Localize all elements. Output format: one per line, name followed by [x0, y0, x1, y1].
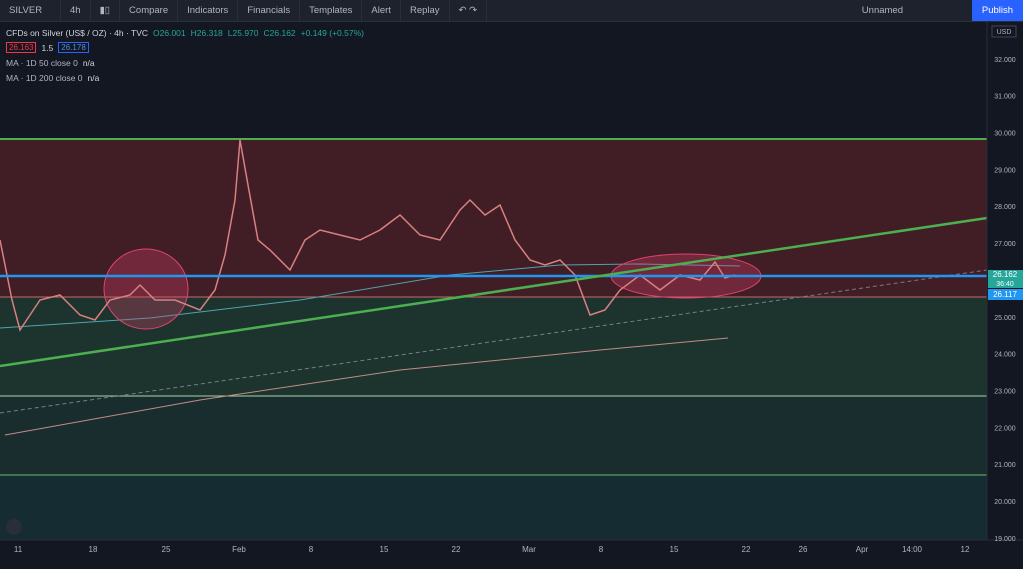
price-label: 22.000 — [994, 425, 1016, 432]
price-label: 20.000 — [994, 499, 1016, 506]
indicator-value: n/a — [87, 72, 100, 83]
price-label: 24.000 — [994, 352, 1016, 359]
price-label: 30.000 — [994, 131, 1016, 138]
support-zone — [0, 297, 987, 396]
toolbar-item[interactable]: Replay — [401, 0, 450, 21]
ohlc: C26.162 — [263, 27, 296, 38]
price-label: 29.000 — [994, 167, 1016, 174]
toolbar-item[interactable]: Alert — [362, 0, 401, 21]
symbol-title: CFDs on Silver (US$ / OZ) · 4h · TVC — [6, 27, 149, 38]
line-price: 26.117 — [993, 290, 1017, 299]
undo[interactable]: ↶ ↷ — [450, 0, 488, 21]
toolbar-item[interactable]: Financials — [238, 0, 301, 21]
toolbar: SILVER 4h ▮▯ Compare Indicators Financia… — [0, 0, 1023, 22]
bid[interactable]: 26.163 — [6, 42, 37, 53]
price-label: 28.000 — [994, 204, 1016, 211]
time-label: 15 — [380, 545, 389, 554]
price-label: 31.000 — [994, 94, 1016, 101]
last-price: 26.162 — [993, 270, 1018, 279]
lower-zone — [0, 396, 987, 475]
currency-box — [991, 25, 1017, 38]
time-label: 25 — [162, 545, 171, 554]
logo — [6, 519, 22, 535]
price-labels: 32.00031.00030.00029.00028.00027.00026.0… — [994, 57, 1016, 543]
line-price-badge — [988, 289, 1023, 300]
time-label: 8 — [309, 545, 314, 554]
price-label: 21.000 — [994, 462, 1016, 469]
indicator-name: MA · 1D 200 close 0 — [6, 72, 83, 83]
ohlc: L25.970 — [227, 27, 259, 38]
price-label: 23.000 — [994, 388, 1016, 395]
time-label: 22 — [452, 545, 461, 554]
time-label: 11 — [14, 545, 23, 554]
publish-button[interactable]: Publish — [972, 0, 1023, 21]
indicator-value: n/a — [82, 57, 95, 68]
spread: 1.5 — [41, 42, 54, 53]
currency: USD — [997, 29, 1012, 36]
time-label: 26 — [799, 545, 808, 554]
last-price-badge — [988, 270, 1023, 288]
toolbar-item[interactable]: Templates — [300, 0, 363, 21]
time-label: 15 — [670, 545, 679, 554]
time-label: 22 — [742, 545, 751, 554]
toolbar-item[interactable]: Compare — [120, 0, 179, 21]
indicator-name: MA · 1D 50 close 0 — [6, 57, 78, 68]
price-line — [0, 139, 736, 332]
time-label: 12 — [961, 545, 970, 554]
price-label: 27.000 — [994, 241, 1016, 248]
countdown: 36:40 — [996, 281, 1014, 288]
time-label: Feb — [232, 545, 246, 554]
bottom-zone — [0, 475, 987, 540]
toolbar-item[interactable]: Indicators — [178, 0, 239, 21]
time-label: Mar — [522, 545, 536, 554]
time-labels: 11 18 25 Feb 8 15 22 Mar 8 15 22 26 Apr 14:00 12 — [14, 545, 970, 554]
legend: CFDs on Silver (US$ / OZ) · 4h · TVC O26… — [6, 25, 364, 85]
ma-200 — [4, 337, 729, 436]
ohlc: H26.318 — [190, 27, 223, 38]
layout-name[interactable]: Unnamed — [861, 5, 903, 16]
ask[interactable]: 26.178 — [58, 42, 89, 53]
time-label: 18 — [89, 545, 98, 554]
ohlc: O26.001 — [153, 27, 186, 38]
time-label: 8 — [599, 545, 604, 554]
time-label: Apr — [856, 545, 869, 554]
highlight — [103, 248, 189, 330]
interval[interactable]: 4h — [61, 0, 91, 21]
price-label: 19.000 — [994, 536, 1016, 543]
trendline — [0, 216, 988, 368]
symbol[interactable]: SILVER — [0, 0, 61, 21]
time-label: 14:00 — [902, 545, 923, 554]
change: +0.149 (+0.57%) — [300, 27, 364, 38]
price-label: 32.000 — [994, 57, 1016, 64]
chart-type[interactable]: ▮▯ — [91, 0, 121, 21]
price-label: 25.000 — [994, 315, 1016, 322]
dashed-trendline — [0, 269, 988, 414]
